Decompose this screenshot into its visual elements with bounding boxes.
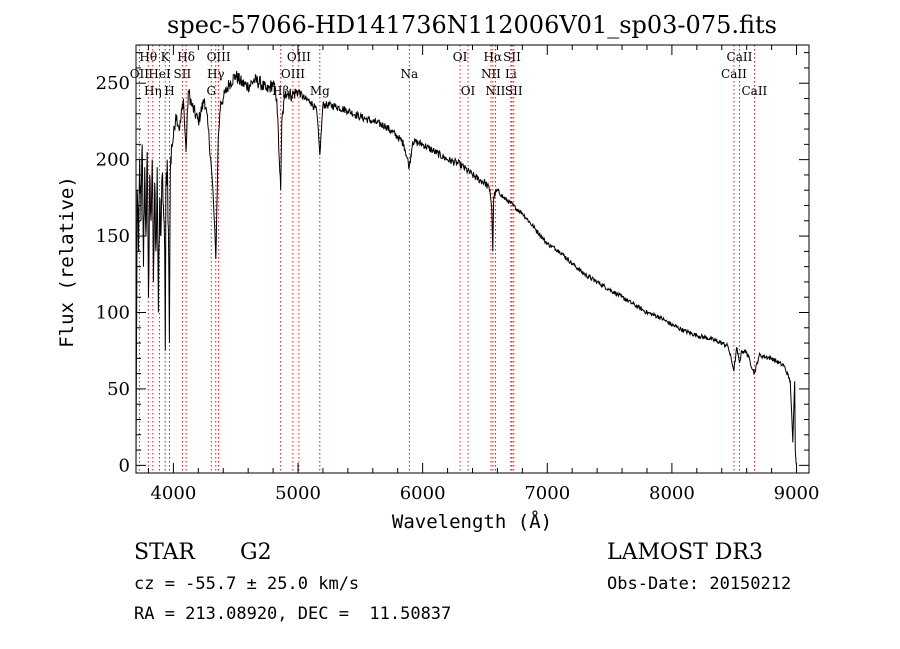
line-label: Hδ <box>177 50 195 64</box>
x-tick-label: 9000 <box>774 483 820 504</box>
line-label: NII <box>481 67 501 81</box>
redshift-cz: cz = -55.7 ± 25.0 km/s <box>134 574 360 594</box>
y-tick-label: 0 <box>119 455 130 476</box>
line-label: Hα <box>484 50 503 64</box>
line-label: G <box>206 84 216 98</box>
line-label: Hγ <box>207 67 225 81</box>
line-label: SII <box>174 67 192 81</box>
object-subclass: G2 <box>240 540 272 565</box>
axes-frame <box>135 44 810 474</box>
line-label: CaII <box>741 84 767 98</box>
line-label: SII <box>505 84 523 98</box>
line-label: OIII <box>207 50 231 64</box>
line-label: OI <box>453 50 468 64</box>
line-label: OIII <box>287 50 311 64</box>
line-label: Mg <box>310 84 330 98</box>
survey-name: LAMOST DR3 <box>607 540 763 565</box>
line-label: CaII <box>727 50 753 64</box>
x-tick-label: 8000 <box>649 483 695 504</box>
x-tick-label: 6000 <box>400 483 446 504</box>
line-label: SII <box>503 50 521 64</box>
line-label: OI <box>461 84 476 98</box>
x-axis-label: Wavelength (Å) <box>392 510 552 533</box>
axis-ticks: 4000 5000 6000 7000 8000 9000 0 50 100 150 200 250 <box>96 45 820 504</box>
line-label: CaII <box>721 67 747 81</box>
line-label: HeI <box>148 67 171 81</box>
spectrum-line <box>135 70 797 466</box>
line-label: Hη <box>144 84 162 98</box>
line-markers <box>138 45 755 473</box>
x-tick-label: 5000 <box>275 483 321 504</box>
y-tick-label: 250 <box>96 73 130 94</box>
line-label: OIII <box>281 67 305 81</box>
y-axis-label: Flux (relative) <box>56 176 78 348</box>
chart-title: spec-57066-HD141736N112006V01_sp03-075.f… <box>167 11 777 39</box>
line-label: H <box>164 84 174 98</box>
object-class: STAR <box>134 540 195 565</box>
y-tick-label: 50 <box>107 379 130 400</box>
line-label: OII <box>130 67 150 81</box>
y-tick-label: 200 <box>96 150 130 171</box>
x-tick-label: 4000 <box>150 483 196 504</box>
line-label: K <box>161 50 171 64</box>
y-tick-label: 100 <box>96 303 130 324</box>
line-label: Hθ <box>139 50 157 64</box>
line-label: Li <box>505 67 517 81</box>
observation-date: Obs-Date: 20150212 <box>607 574 792 594</box>
line-label: NII <box>485 84 505 98</box>
spectrum-series <box>135 70 797 466</box>
x-tick-label: 7000 <box>524 483 570 504</box>
line-label: Na <box>400 67 418 81</box>
ra-dec-coordinates: RA = 213.08920, DEC = 11.50837 <box>134 604 452 624</box>
y-tick-label: 150 <box>96 226 130 247</box>
